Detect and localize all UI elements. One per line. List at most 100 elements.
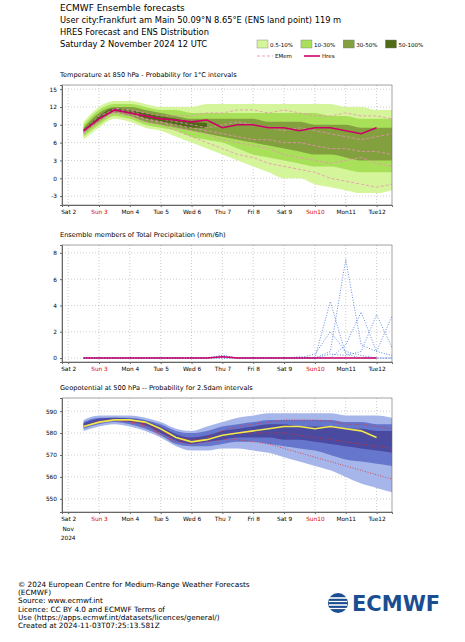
logo-text: ECMWF [352, 592, 440, 616]
grid-line-y [62, 498, 392, 499]
member-line [84, 302, 392, 359]
y-tick: 3 [53, 158, 62, 164]
y-tick-mark [60, 358, 62, 359]
y-tick-mark [60, 305, 62, 306]
y-tick-label: 580 [46, 430, 57, 436]
y-tick-label: 9 [53, 122, 57, 128]
y-tick-label: 6 [53, 140, 57, 146]
x-tick: Mon11 [336, 362, 356, 372]
y-tick: 0 [53, 355, 62, 361]
grid-line-x [376, 245, 377, 362]
header-date: Saturday 2 November 2024 12 UTC [60, 39, 207, 49]
logo-icon-stripe [329, 608, 347, 609]
y-tick-label: 560 [46, 474, 57, 480]
x-axis: Sat 2Sun 3Mon 4Tue 5Wed 6Thu 7Fri 8Sat 9… [61, 362, 392, 372]
y-tick-label: 550 [46, 496, 57, 502]
x-tick-mark [192, 205, 193, 207]
x-tick: Sat 2 [61, 205, 76, 215]
panel-title: Temperature at 850 hPa - Probability for… [59, 71, 237, 79]
x-tick-mark [130, 512, 131, 514]
x-tick: Fri 8 [247, 205, 260, 215]
y-tick: 8 [53, 250, 62, 256]
y-tick-mark [60, 433, 62, 434]
x-tick-label: Mon 4 [121, 516, 139, 522]
plot-background [62, 245, 392, 362]
member-line [84, 315, 392, 358]
x-tick: Mon11 [336, 512, 356, 522]
y-tick-mark [60, 477, 62, 478]
panel-title: Ensemble members of Total Precipitation … [60, 231, 226, 239]
plot-background [62, 398, 392, 512]
legend-label: Hres [322, 53, 335, 59]
x-tick-label: Tue 5 [152, 209, 169, 215]
x-tick-mark [284, 512, 285, 514]
x-tick-label: Fri 8 [247, 516, 260, 522]
grid [62, 398, 392, 512]
legend-line [304, 55, 320, 57]
panel: Temperature at 850 hPa - Probability for… [50, 71, 393, 215]
logo-icon-stripe [329, 601, 347, 602]
grid-line-x [253, 398, 254, 512]
x-tick-mark [315, 512, 316, 514]
x-annotation: Nov [63, 526, 75, 532]
hres-line [84, 110, 377, 134]
member-line [84, 108, 392, 131]
x-tick: Thu 7 [214, 512, 232, 522]
x-tick-label: Fri 8 [247, 366, 260, 372]
y-tick-label: 0 [53, 355, 57, 361]
plot-frame [62, 245, 392, 362]
y-tick-mark [60, 253, 62, 254]
y-tick: 9 [53, 122, 62, 128]
x-tick-mark [68, 205, 69, 207]
grid-line-y [62, 331, 392, 332]
member-line [84, 112, 392, 167]
panel: Geopotential at 500 hPa -- Probability f… [46, 384, 393, 541]
hres-line [84, 357, 377, 358]
x-tick-mark [161, 362, 162, 364]
x-tick: Tue12 [367, 205, 386, 215]
legend-label: 0.5-10% [270, 42, 293, 48]
figure: ECMWF Ensemble forecastsUser city:Frankf… [0, 0, 465, 642]
x-tick-mark [192, 512, 193, 514]
x-tick-mark [68, 512, 69, 514]
grid-line-x [160, 245, 161, 362]
plot-area [84, 413, 392, 492]
y-tick-label: 6 [53, 277, 57, 283]
grid [62, 245, 392, 362]
x-tick: Wed 6 [183, 512, 201, 522]
grid-line-x [191, 85, 192, 205]
x-tick: Sun 3 [91, 205, 108, 215]
x-tick: Thu 7 [214, 362, 232, 372]
x-tick: Tue 5 [152, 205, 169, 215]
x-tick: Sun10 [306, 205, 325, 215]
x-tick: Mon 4 [121, 205, 139, 215]
legend: 0.5-10%10-30%30-50%50-100%EMemHres [257, 40, 423, 59]
member-line [84, 420, 392, 479]
y-tick-mark [60, 89, 62, 90]
x-tick-mark [99, 362, 100, 364]
probability-band [84, 108, 207, 132]
panel-title: Geopotential at 500 hPa -- Probability f… [60, 384, 253, 392]
grid-line-y [62, 279, 392, 280]
grid-line-x [222, 398, 223, 512]
chart-root: ECMWF Ensemble forecastsUser city:Frankf… [0, 0, 465, 642]
x-tick-mark [130, 362, 131, 364]
x-tick-mark [377, 362, 378, 364]
x-tick: Mon 4 [121, 512, 139, 522]
y-tick-mark [60, 107, 62, 108]
grid [62, 85, 392, 205]
x-tick: Sat 2 [61, 362, 76, 372]
x-tick: Fri 8 [247, 512, 260, 522]
x-tick: Thu 7 [214, 205, 232, 215]
x-tick: Sun 3 [91, 512, 108, 522]
plot-frame [62, 85, 392, 205]
probability-band [84, 418, 392, 453]
x-tick-mark [99, 512, 100, 514]
x-tick-label: Mon11 [336, 366, 356, 372]
y-tick-label: 12 [50, 104, 58, 110]
x-tick-mark [222, 205, 223, 207]
x-tick-label: Tue12 [367, 366, 386, 372]
panel: Ensemble members of Total Precipitation … [53, 231, 392, 372]
grid-line-x [160, 85, 161, 205]
x-tick-label: Sat 2 [61, 516, 76, 522]
